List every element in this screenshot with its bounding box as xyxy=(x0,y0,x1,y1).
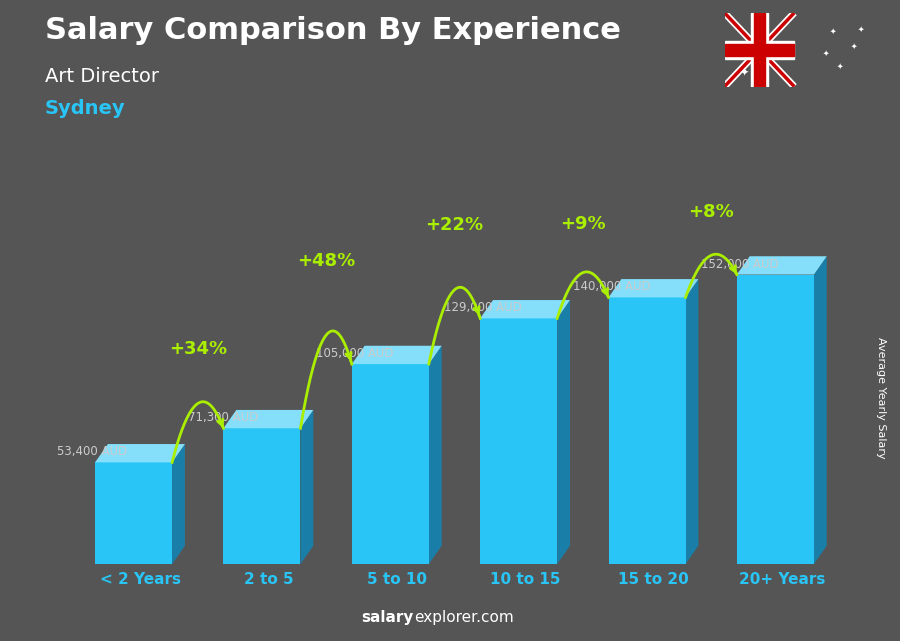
Text: 20+ Years: 20+ Years xyxy=(739,572,825,587)
Bar xyxy=(481,319,557,564)
Text: 71,300 AUD: 71,300 AUD xyxy=(187,412,257,424)
Text: Salary Comparison By Experience: Salary Comparison By Experience xyxy=(45,16,621,45)
Bar xyxy=(608,297,686,564)
Text: ✦: ✦ xyxy=(830,27,836,36)
Bar xyxy=(724,44,794,56)
Text: 10 to 15: 10 to 15 xyxy=(490,572,561,587)
Text: ✦: ✦ xyxy=(858,24,864,33)
Text: Art Director: Art Director xyxy=(45,67,159,87)
Text: ✦: ✦ xyxy=(836,62,842,71)
Text: +9%: +9% xyxy=(560,215,606,233)
Polygon shape xyxy=(172,444,184,564)
Text: ✦: ✦ xyxy=(823,49,829,58)
Text: +22%: +22% xyxy=(426,217,483,235)
Bar xyxy=(754,13,765,87)
Polygon shape xyxy=(352,345,442,364)
Text: 152,000 AUD: 152,000 AUD xyxy=(701,258,778,271)
Polygon shape xyxy=(481,300,570,319)
Bar xyxy=(223,428,301,564)
Text: 105,000 AUD: 105,000 AUD xyxy=(316,347,393,360)
Text: +8%: +8% xyxy=(688,203,734,221)
Text: ✦: ✦ xyxy=(850,42,857,51)
Text: Average Yearly Salary: Average Yearly Salary xyxy=(877,337,886,458)
Text: < 2 Years: < 2 Years xyxy=(100,572,181,587)
Text: ✦: ✦ xyxy=(739,68,749,78)
Polygon shape xyxy=(737,256,827,274)
Bar xyxy=(95,462,172,564)
Polygon shape xyxy=(223,410,313,428)
Text: 53,400 AUD: 53,400 AUD xyxy=(57,445,127,458)
Text: explorer.com: explorer.com xyxy=(414,610,514,625)
Text: salary: salary xyxy=(362,610,414,625)
Bar xyxy=(737,274,814,564)
Polygon shape xyxy=(428,345,442,564)
Polygon shape xyxy=(95,444,184,462)
Polygon shape xyxy=(608,279,698,297)
Text: 129,000 AUD: 129,000 AUD xyxy=(445,301,522,314)
Polygon shape xyxy=(557,300,570,564)
Bar xyxy=(751,13,768,87)
Text: 5 to 10: 5 to 10 xyxy=(366,572,427,587)
Polygon shape xyxy=(301,410,313,564)
Text: Sydney: Sydney xyxy=(45,99,126,119)
Text: 140,000 AUD: 140,000 AUD xyxy=(572,280,650,294)
Text: 15 to 20: 15 to 20 xyxy=(618,572,688,587)
Text: +48%: +48% xyxy=(297,252,356,270)
Bar xyxy=(724,41,794,58)
Text: +34%: +34% xyxy=(168,340,227,358)
Polygon shape xyxy=(686,279,698,564)
Polygon shape xyxy=(814,256,827,564)
Bar xyxy=(352,364,428,564)
Text: 2 to 5: 2 to 5 xyxy=(244,572,293,587)
